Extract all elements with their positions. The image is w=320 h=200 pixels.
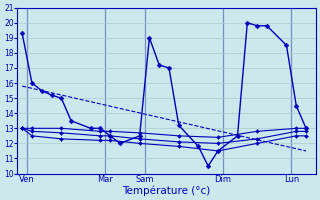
X-axis label: Température (°c): Température (°c) [123,185,211,196]
